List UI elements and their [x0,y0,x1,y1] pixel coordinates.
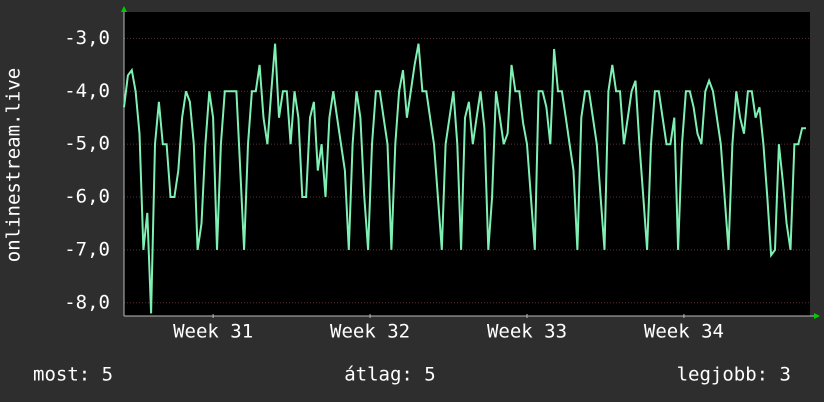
y-tick-label: -8,0 [64,291,110,313]
y-tick-label: -5,0 [64,133,110,155]
footer-stat: legjobb: 3 [677,364,791,386]
y-tick-label: -4,0 [64,80,110,102]
x-axis-arrow [814,313,820,319]
data-line [123,43,806,314]
y-axis-label: onlinestream.live [3,68,25,262]
footer-stat: átlag: 5 [344,364,436,386]
x-tick-label: Week 31 [173,321,253,343]
y-tick-label: -6,0 [64,186,110,208]
y-tick-label: -3,0 [64,27,110,49]
x-tick-label: Week 33 [487,321,567,343]
footer-stat: most: 5 [33,364,113,386]
y-tick-label: -7,0 [64,238,110,260]
y-axis-arrow [121,6,127,12]
plot-area [124,12,810,316]
x-tick-label: Week 32 [330,321,410,343]
x-tick-label: Week 34 [644,321,724,343]
